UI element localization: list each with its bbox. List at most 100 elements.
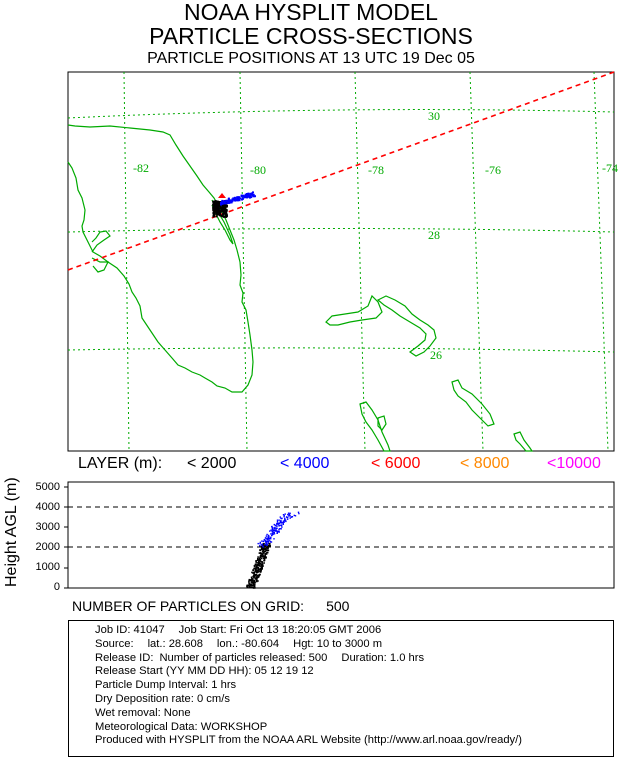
particle-dot	[253, 571, 255, 574]
particle-dot	[265, 538, 268, 540]
particle-dot	[278, 530, 280, 532]
particle-dot	[260, 560, 262, 563]
particle-dot	[251, 571, 253, 574]
particle-dot	[260, 569, 262, 571]
layer-legend: LAYER (m): < 2000 < 4000 < 6000 < 8000 <…	[75, 455, 615, 475]
particle-dot	[265, 553, 267, 555]
particle-dot	[250, 579, 252, 582]
particle-dot	[248, 582, 250, 585]
particle-dot	[222, 213, 225, 216]
particle-dot	[256, 562, 258, 564]
coastline-charlotte	[91, 257, 109, 273]
particle-dot	[272, 527, 274, 529]
particle-dot	[221, 210, 223, 213]
particle-dot	[254, 195, 256, 198]
particle-dot	[273, 523, 275, 526]
lat-label: 28	[428, 228, 440, 242]
particle-dot	[218, 202, 221, 205]
particle-dot	[280, 524, 283, 527]
particle-dot	[287, 516, 289, 519]
particle-dot	[265, 542, 267, 544]
info-source-label: Source:	[95, 637, 134, 650]
particle-dot	[228, 201, 231, 204]
particle-dot	[254, 565, 256, 568]
particle-dot	[224, 205, 227, 208]
particle-dot	[267, 546, 269, 549]
info-num-released: Number of particles released: 500	[159, 651, 328, 664]
particle-dot	[265, 547, 267, 550]
source-marker-icon	[218, 193, 226, 198]
particle-dot	[262, 565, 264, 567]
particle-dot	[289, 515, 291, 517]
particle-dot	[267, 549, 270, 552]
particle-dot	[288, 515, 290, 517]
particle-dot	[217, 203, 219, 206]
particle-dot	[265, 540, 268, 543]
particle-dot	[213, 204, 216, 207]
particle-dot	[262, 546, 264, 548]
particle-dot	[285, 516, 288, 518]
particle-dot	[272, 533, 274, 535]
map-graticule	[67, 71, 615, 452]
particle-dot	[287, 518, 289, 520]
particle-dot	[227, 200, 229, 203]
particle-dot	[273, 527, 276, 530]
particle-dot	[224, 215, 227, 218]
lat-label: 30	[428, 109, 440, 123]
y-tick-4000: 4000	[35, 501, 60, 513]
particle-dot	[263, 551, 265, 553]
particle-dot	[270, 538, 272, 540]
info-dry-deposition: Dry Deposition rate: 0 cm/s	[95, 692, 230, 705]
particle-dot	[250, 581, 253, 583]
particle-dot	[220, 201, 223, 204]
particle-dot	[266, 544, 268, 546]
particle-dot	[254, 587, 256, 589]
particle-dot	[293, 514, 295, 517]
particle-dot	[282, 523, 284, 525]
particle-dot	[223, 202, 226, 205]
particle-count: NUMBER OF PARTICLES ON GRID: 500	[72, 598, 371, 614]
info-hgt: Hgt: 10 to 3000 m	[293, 637, 383, 650]
info-release-start: Release Start (YY MM DD HH): 05 12 19 12	[95, 665, 314, 678]
particle-dot	[256, 576, 258, 578]
particle-dot	[218, 209, 221, 212]
particle-dot	[248, 585, 251, 588]
particle-dot	[278, 522, 280, 525]
particle-dot	[264, 550, 267, 553]
particle-dot	[266, 551, 269, 554]
info-release-id: Release ID:	[95, 651, 154, 664]
lat-label: 26	[430, 348, 442, 362]
particle-dot	[297, 511, 300, 513]
particle-dot	[222, 211, 225, 214]
particle-dot	[246, 585, 248, 588]
particle-dot	[258, 557, 261, 560]
particle-dot	[215, 205, 218, 208]
particle-dot	[262, 549, 265, 551]
legend-layer-label: LAYER (m):	[78, 455, 163, 472]
title-line-2: PARTICLE CROSS-SECTIONS	[149, 23, 473, 49]
particle-dot	[249, 586, 252, 589]
info-produced: Produced with HYSPLIT from the NOAA ARL …	[95, 734, 522, 747]
particle-dot	[276, 530, 279, 532]
particle-dot	[233, 199, 236, 202]
particle-dot	[215, 212, 218, 215]
particle-dot	[283, 521, 285, 523]
particle-dot	[276, 531, 279, 534]
particle-dot	[244, 194, 247, 197]
particle-dot	[219, 210, 222, 213]
particle-dot	[271, 531, 273, 533]
particle-dot	[219, 213, 221, 216]
particle-dot	[216, 209, 219, 212]
y-tick-1000: 1000	[35, 561, 60, 573]
particle-dot	[252, 579, 254, 582]
particle-dot	[264, 554, 266, 557]
particle-dot	[253, 585, 256, 588]
info-job-row: Job ID: 41047 Job Start: Fri Oct 13 18:20…	[95, 624, 613, 638]
particle-dot	[262, 540, 265, 543]
particle-dot	[279, 522, 281, 524]
particle-dot	[254, 581, 256, 584]
particle-dot	[271, 525, 273, 528]
particle-dot	[212, 215, 215, 218]
particle-dot	[252, 569, 254, 571]
particle-dot	[278, 528, 280, 531]
